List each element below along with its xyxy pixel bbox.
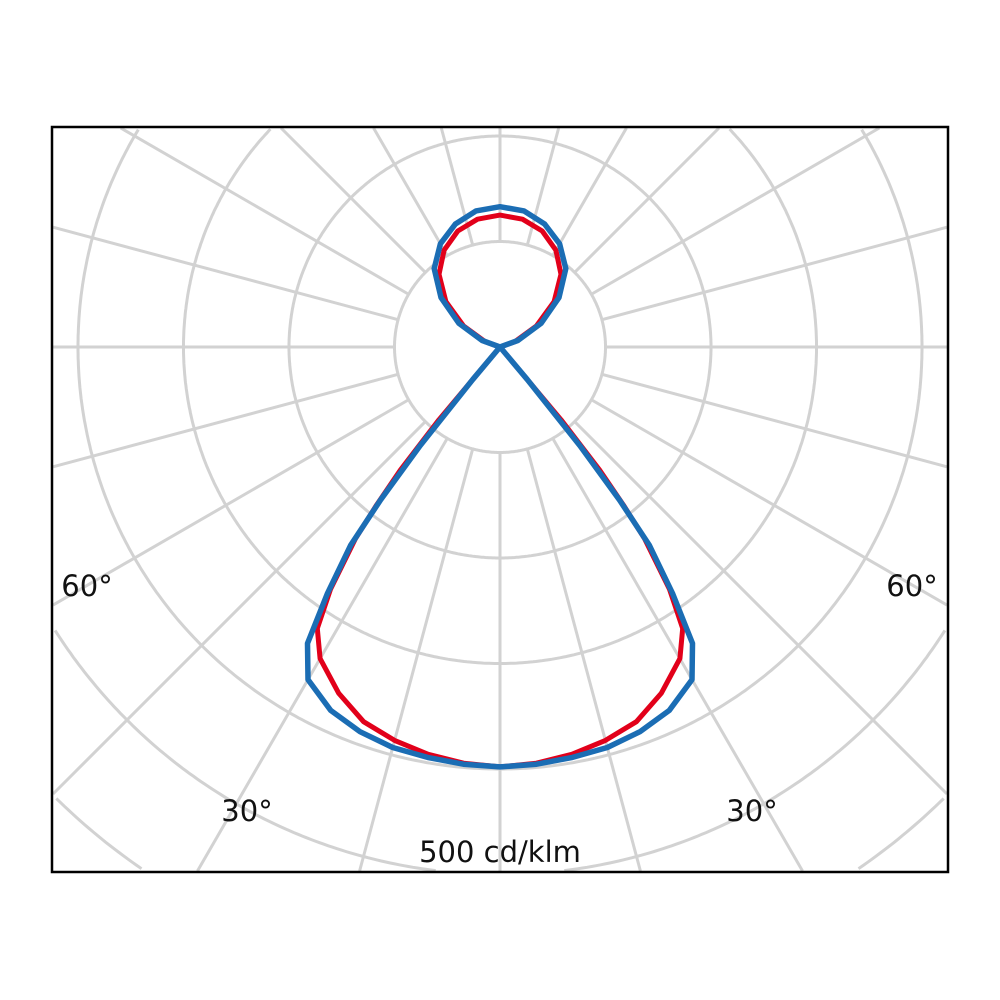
grid-spoke xyxy=(590,398,948,607)
grid-ring xyxy=(564,629,947,873)
grid-spoke xyxy=(119,126,410,296)
grid-spoke xyxy=(573,420,949,796)
grid-spoke xyxy=(551,437,804,872)
grid-ring xyxy=(76,128,500,771)
grid-spoke xyxy=(372,127,449,257)
grid-spoke xyxy=(551,127,628,257)
grid-spoke xyxy=(52,398,410,607)
intensity-curve-2 xyxy=(304,203,696,770)
grid-spoke xyxy=(590,126,881,296)
chart-frame xyxy=(50,125,950,874)
angle-label-30-right: 30° xyxy=(726,794,777,828)
grid-spoke xyxy=(525,448,642,872)
grid-spoke xyxy=(51,420,427,796)
grid-ring xyxy=(182,128,500,665)
grid-ring xyxy=(500,128,818,665)
grid-ring xyxy=(55,797,143,870)
grid-spoke xyxy=(52,225,399,322)
angle-label-60-left: 60° xyxy=(61,569,112,603)
grid-spoke xyxy=(601,225,948,322)
angle-label-30-left: 30° xyxy=(221,794,272,828)
angle-label-60-right: 60° xyxy=(886,569,937,603)
grid-spoke xyxy=(279,126,427,274)
grid-spoke xyxy=(52,372,399,469)
grid-spoke xyxy=(601,372,948,469)
grid-ring xyxy=(53,629,436,873)
grid-spoke xyxy=(573,126,721,274)
grid-ring xyxy=(500,128,924,771)
intensity-curve-1 xyxy=(314,212,686,770)
grid-spoke xyxy=(196,437,449,872)
curves xyxy=(304,203,696,770)
radial-scale-label: 500 cd/klm xyxy=(419,835,581,869)
polar-grid xyxy=(51,126,949,873)
grid-spoke xyxy=(358,448,475,872)
grid-ring xyxy=(857,797,945,870)
